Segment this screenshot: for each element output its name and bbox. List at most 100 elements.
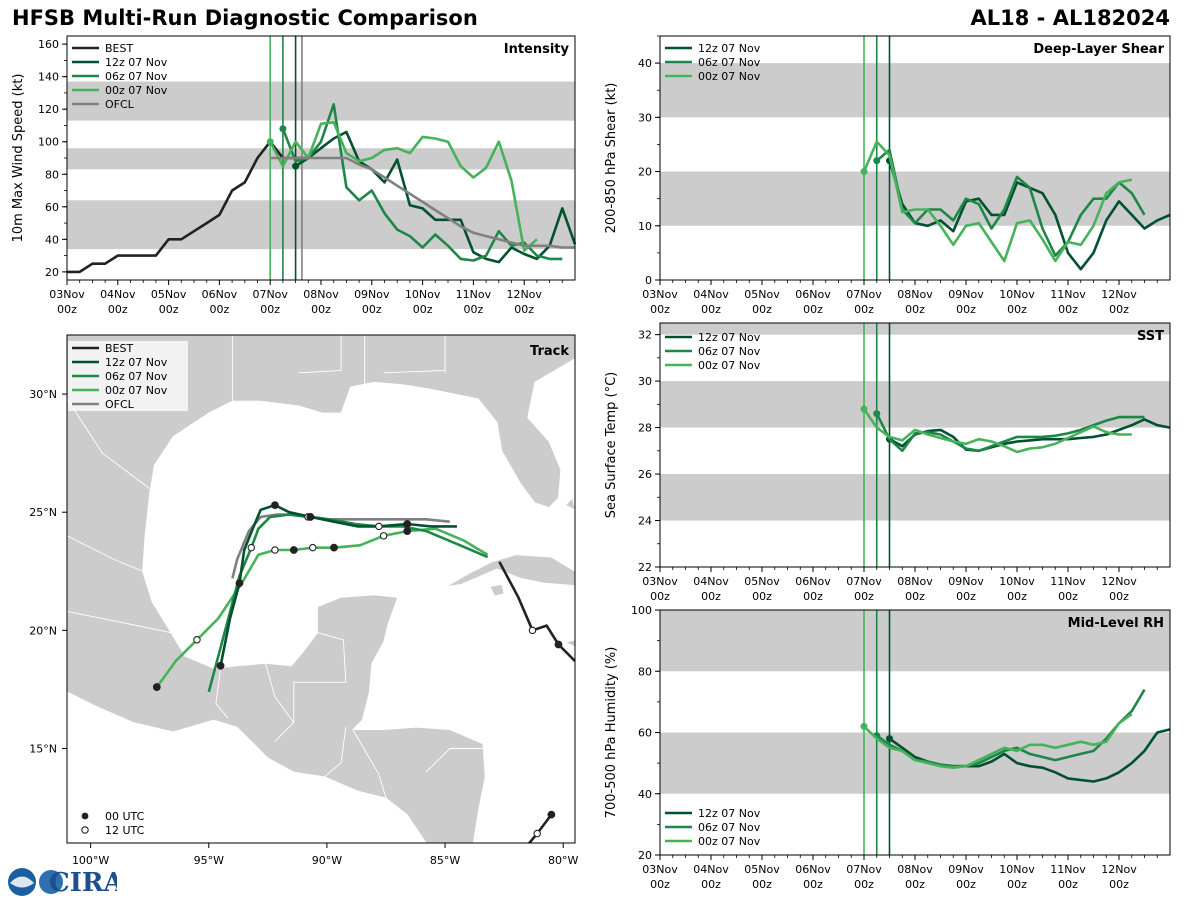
legend-label: 12z 07 Nov	[105, 356, 168, 369]
y-axis-label: 700-500 hPa Humidity (%)	[604, 647, 619, 819]
admin-border	[298, 335, 342, 374]
x-tick-label: 05Nov	[151, 288, 187, 301]
x-tick-label: 11Nov	[1050, 288, 1086, 301]
x-tick-sublabel: 00z	[956, 878, 976, 891]
x-tick-label: 07Nov	[846, 575, 882, 588]
track-point-00utc	[289, 546, 298, 554]
x-tick-sublabel: 00z	[905, 878, 925, 891]
land-bahamas	[564, 497, 575, 511]
panel-sst: 22 24 26 28 30 32 03Nov 00z 04Nov 00z 05Nov 00z 06No…	[604, 322, 1171, 603]
series-start-point-r00	[266, 138, 274, 146]
x-tick-label: 10Nov	[999, 575, 1035, 588]
map-area	[67, 335, 575, 843]
track-point-00utc	[403, 520, 412, 528]
x-tick-label: 03Nov	[642, 288, 678, 301]
x-tick-label: 07Nov	[846, 288, 882, 301]
legend-background	[68, 355, 188, 369]
x-tick-label: 100°W	[72, 854, 109, 867]
x-tick-sublabel: 00z	[701, 590, 721, 603]
storm-id-title: AL18 - AL182024	[970, 6, 1171, 30]
panel-shear: 0 10 20 30 40 03Nov 00z 04Nov 00z 05Nov 00z 06Nov 00…	[604, 35, 1171, 316]
x-tick-sublabel: 00z	[1007, 878, 1027, 891]
series-start-point-r00	[860, 722, 868, 730]
reference-band	[660, 732, 1170, 794]
x-tick-label: 80°W	[548, 854, 578, 867]
panel-title: Intensity	[504, 42, 570, 57]
series-start-point-r06	[873, 157, 881, 165]
x-tick-sublabel: 00z	[1058, 878, 1078, 891]
track-line-r12	[219, 503, 457, 667]
x-tick-label: 12Nov	[1101, 575, 1137, 588]
x-tick-label: 12Nov	[506, 288, 542, 301]
panel-track: 100°W 95°W 90°W 85°W 80°W 15°N 20°N 25°N 30°N Tra…	[29, 334, 578, 867]
y-tick-label: 120	[38, 103, 59, 116]
x-tick-label: 06Nov	[202, 288, 238, 301]
y-axis-label: Sea Surface Temp (°C)	[604, 372, 619, 519]
x-tick-sublabel: 00z	[956, 590, 976, 603]
x-tick-sublabel: 00z	[514, 303, 534, 316]
x-tick-sublabel: 00z	[854, 303, 874, 316]
y-tick-label: 60	[638, 727, 652, 740]
x-tick-sublabel: 00z	[803, 303, 823, 316]
y-axis-label: 10m Max Wind Speed (kt)	[11, 74, 26, 243]
x-tick-label: 08Nov	[897, 288, 933, 301]
legend-label: 06z 07 Nov	[105, 70, 168, 83]
legend-label: 00z 07 Nov	[105, 84, 168, 97]
y-tick-label: 160	[38, 38, 59, 51]
series-line-r00	[269, 120, 538, 252]
legend-background	[68, 369, 188, 383]
x-tick-label: 04Nov	[693, 863, 729, 876]
admin-border	[352, 729, 387, 799]
x-tick-sublabel: 00z	[1109, 878, 1129, 891]
legend-label: OFCL	[105, 398, 135, 411]
marker-legend-label: 00 UTC	[105, 810, 145, 823]
reference-band	[660, 381, 1170, 428]
x-tick-label: 07Nov	[252, 288, 288, 301]
series-start-point-r00	[860, 405, 868, 413]
reference-band	[660, 63, 1170, 118]
track-point-12utc	[247, 543, 256, 552]
track-point-00utc	[547, 810, 556, 819]
admin-border	[324, 727, 347, 778]
y-tick-label: 24	[638, 515, 652, 528]
track-point-12utc	[533, 829, 541, 838]
legend-label: 00z 07 Nov	[698, 70, 761, 83]
x-tick-sublabel: 00z	[956, 303, 976, 316]
x-tick-label: 04Nov	[693, 575, 729, 588]
track-point-00utc	[152, 683, 161, 691]
y-tick-label: 20	[638, 166, 652, 179]
legend-background	[68, 341, 188, 355]
series-line-r00	[862, 408, 1132, 454]
x-tick-label: 04Nov	[100, 288, 136, 301]
x-tick-label: 95°W	[194, 854, 224, 867]
x-tick-label: 03Nov	[642, 575, 678, 588]
x-tick-sublabel: 00z	[905, 590, 925, 603]
y-tick-label: 100	[38, 136, 59, 149]
track-point-00utc	[235, 579, 244, 587]
y-tick-label: 20°N	[29, 624, 57, 637]
x-tick-label: 90°W	[312, 854, 342, 867]
x-tick-sublabel: 00z	[260, 303, 280, 316]
x-tick-sublabel: 00z	[752, 590, 772, 603]
x-tick-sublabel: 00z	[803, 878, 823, 891]
x-tick-sublabel: 00z	[210, 303, 230, 316]
x-tick-label: 10Nov	[999, 863, 1035, 876]
series-line-r12	[888, 418, 1171, 453]
series-start-point-r12	[886, 735, 893, 743]
x-tick-label: 11Nov	[456, 288, 492, 301]
y-axis-label: 200-850 hPa Shear (kt)	[604, 83, 619, 234]
admin-border	[67, 398, 150, 489]
admin-border	[425, 748, 483, 773]
y-tick-label: 40	[45, 233, 59, 246]
reference-band	[67, 200, 575, 250]
x-tick-sublabel: 00z	[854, 878, 874, 891]
y-tick-label: 140	[38, 71, 59, 84]
x-tick-label: 03Nov	[642, 863, 678, 876]
y-tick-label: 100	[631, 604, 652, 617]
reference-band	[660, 474, 1170, 521]
y-tick-label: 80	[638, 665, 652, 678]
x-tick-label: 09Nov	[948, 863, 984, 876]
x-tick-label: 08Nov	[897, 575, 933, 588]
